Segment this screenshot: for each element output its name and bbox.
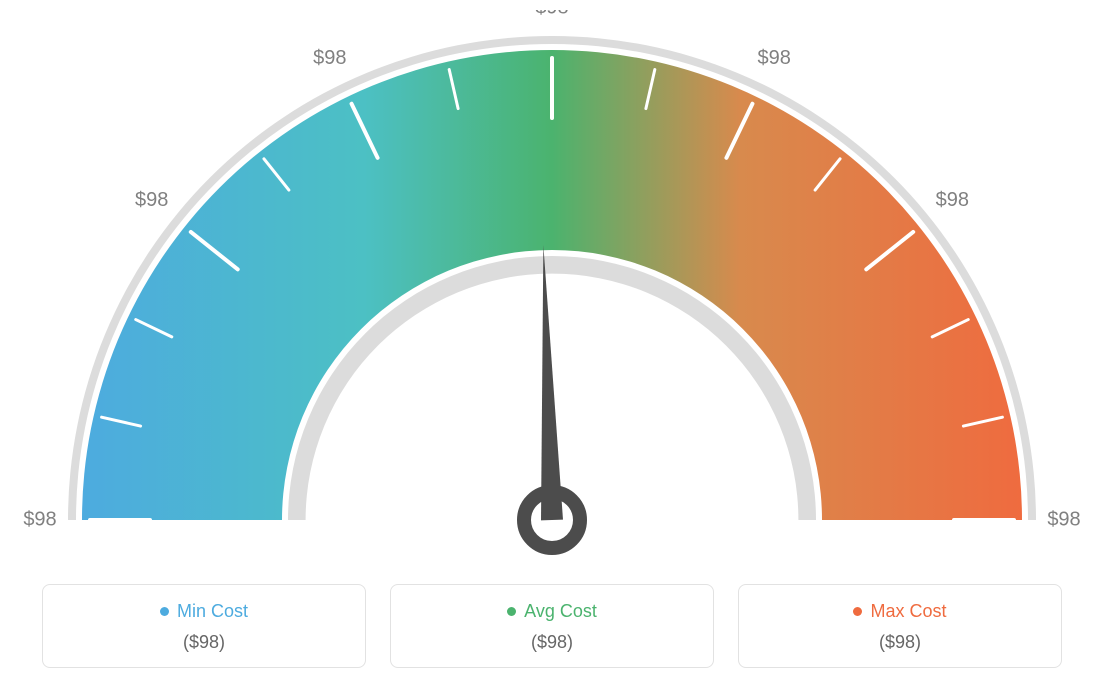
card-value: ($98) <box>55 632 353 653</box>
dot-icon <box>507 607 516 616</box>
gauge-tick-label: $98 <box>936 189 969 211</box>
card-max-cost: Max Cost ($98) <box>738 584 1062 668</box>
gauge-tick-label: $98 <box>757 47 790 69</box>
card-label-row: Max Cost <box>853 601 946 622</box>
dot-icon <box>853 607 862 616</box>
gauge-tick-label: $98 <box>135 189 168 211</box>
gauge-tick-label: $98 <box>23 508 56 530</box>
card-value: ($98) <box>751 632 1049 653</box>
gauge-tick-label: $98 <box>1047 508 1080 530</box>
card-avg-cost: Avg Cost ($98) <box>390 584 714 668</box>
card-label: Avg Cost <box>524 601 597 622</box>
card-label: Min Cost <box>177 601 248 622</box>
legend-cards: Min Cost ($98) Avg Cost ($98) Max Cost (… <box>42 584 1062 668</box>
gauge-tick-label: $98 <box>313 47 346 69</box>
gauge-tick-label: $98 <box>535 10 568 18</box>
card-label: Max Cost <box>870 601 946 622</box>
gauge-wrap: $98 $98 $98 $98 $98 $98 $98 <box>22 10 1082 570</box>
card-label-row: Min Cost <box>160 601 248 622</box>
card-label-row: Avg Cost <box>507 601 597 622</box>
dot-icon <box>160 607 169 616</box>
chart-container: $98 $98 $98 $98 $98 $98 $98 Min Cost ($98) Avg… <box>0 0 1104 690</box>
gauge-svg: $98 $98 $98 $98 $98 $98 $98 <box>22 10 1082 570</box>
card-value: ($98) <box>403 632 701 653</box>
card-min-cost: Min Cost ($98) <box>42 584 366 668</box>
gauge-needle <box>541 245 563 520</box>
